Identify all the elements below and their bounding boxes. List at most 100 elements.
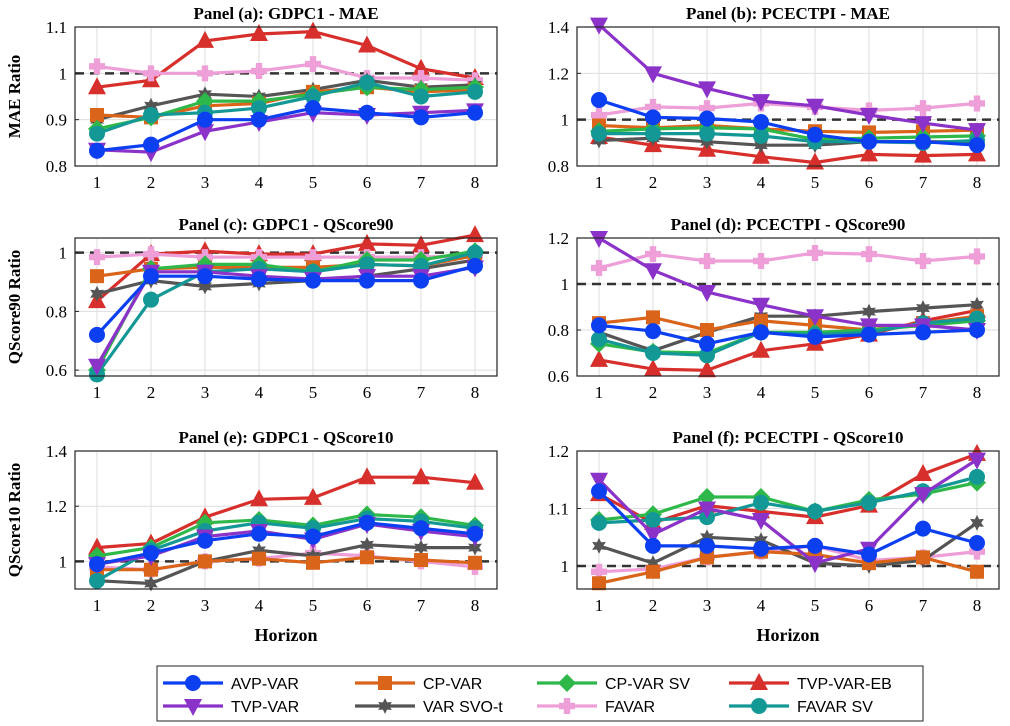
x-tick-label: 3	[201, 173, 210, 192]
marker-favar	[591, 563, 607, 580]
marker-avp-var	[305, 272, 321, 289]
legend: AVP-VAR CP-VAR CP-VAR SV TVP-VAR-EB TVP-VAR V…	[156, 665, 924, 722]
marker-favar-sv	[969, 468, 985, 485]
marker-avp-var	[861, 326, 877, 343]
marker-favar-sv	[645, 125, 661, 142]
marker-favar-sv	[591, 331, 607, 348]
marker-favar-sv	[645, 512, 661, 528]
y-tick-label: 1.2	[548, 442, 569, 461]
series-line-cp-var-sv	[598, 481, 978, 522]
marker-tvp-var	[644, 263, 662, 281]
marker-cp-var	[468, 555, 482, 570]
marker-tvp-var	[752, 513, 770, 530]
series-line-avp-var	[96, 521, 476, 566]
series-avp-var	[89, 100, 483, 159]
marker-cp-var	[414, 553, 428, 568]
marker-avp-var	[915, 520, 931, 537]
series-line-tvp-var	[597, 23, 978, 132]
x-tick-label: 6	[363, 383, 372, 402]
marker-favar	[305, 56, 321, 73]
x-tick-label: 1	[595, 383, 604, 402]
marker-favar	[89, 249, 105, 266]
legend-marker	[184, 699, 202, 716]
x-tick-label: 1	[93, 596, 102, 615]
legend-label: AVP-VAR	[231, 676, 299, 693]
marker-avp-var	[753, 324, 769, 341]
y-tick-label: 1.1	[46, 18, 67, 37]
panel-d: Panel (d): PCECTPI - QScore90 0.6 0.8 1 1.2 1…	[548, 215, 1000, 402]
y-tick-label: 0.8	[548, 321, 569, 340]
marker-cp-var	[360, 550, 374, 565]
y-axis-label: QScore10 Ratio	[5, 463, 24, 577]
series-tvp-var	[590, 17, 986, 141]
marker-tvp-var	[196, 124, 214, 142]
panel-b: Panel (b): PCECTPI - MAE 0.8 1 1.2 1.4 1 2 3 4 5 6…	[548, 4, 1000, 192]
y-tick-label: 1.4	[46, 442, 68, 461]
marker-var-svo-t	[754, 137, 768, 154]
y-tick-label: 1.2	[548, 229, 569, 248]
series-avp-var	[89, 257, 483, 343]
x-axis-label-right: Horizon	[757, 625, 820, 645]
panels-group: Panel (a): GDPC1 - MAE 0.8 0.9 1 1.1 1 2 3 4 5 6 7 8…	[5, 4, 1000, 615]
legend-label: TVP-VAR	[231, 699, 299, 716]
marker-favar	[645, 98, 661, 115]
legend-marker	[378, 676, 392, 690]
x-tick-label: 5	[811, 596, 820, 615]
marker-tvp-var-eb	[752, 146, 770, 164]
x-tick-label: 4	[757, 596, 766, 615]
series-favar-sv	[591, 468, 985, 531]
marker-avp-var	[359, 104, 375, 121]
marker-tvp-var-eb	[304, 487, 322, 505]
series-avp-var	[591, 317, 985, 352]
series-line-cp-var-sv	[95, 249, 476, 371]
marker-cp-var	[646, 310, 660, 325]
marker-favar-sv	[645, 345, 661, 361]
marker-tvp-var-eb	[304, 21, 322, 39]
marker-avp-var	[699, 335, 715, 352]
legend-box	[156, 665, 924, 722]
marker-favar-sv	[591, 514, 607, 531]
series-line-tvp-var	[95, 265, 476, 367]
panel-c: Panel (c): GDPC1 - QScore90 0.6 0.8 1 1 2 3 4 5 6…	[5, 215, 498, 402]
series-line-var-svo-t	[598, 303, 978, 353]
y-tick-label: 1	[59, 552, 68, 571]
marker-favar-sv	[143, 291, 159, 308]
marker-avp-var	[699, 110, 715, 127]
x-tick-label: 3	[703, 173, 712, 192]
marker-tvp-var-eb	[88, 77, 106, 95]
x-tick-label: 5	[811, 173, 820, 192]
x-tick-label: 6	[363, 596, 372, 615]
series-group	[590, 443, 986, 591]
marker-avp-var	[413, 520, 429, 537]
marker-var-svo-t	[700, 529, 714, 546]
marker-favar-sv	[413, 88, 429, 105]
x-tick-label: 3	[703, 596, 712, 615]
y-tick-label: 1	[561, 557, 570, 576]
x-tick-label: 8	[471, 383, 480, 402]
marker-cp-var	[90, 108, 104, 123]
marker-avp-var	[969, 137, 985, 154]
marker-tvp-var	[914, 116, 932, 134]
y-tick-label: 1	[59, 64, 68, 83]
panel-a: Panel (a): GDPC1 - MAE 0.8 0.9 1 1.1 1 2 3 4 5 6 7 8…	[5, 4, 498, 192]
marker-tvp-var	[698, 81, 716, 99]
marker-tvp-var-eb	[698, 360, 716, 378]
x-tick-label: 1	[93, 383, 102, 402]
x-tick-label: 1	[93, 173, 102, 192]
marker-favar	[915, 253, 931, 269]
marker-tvp-var-eb	[466, 472, 484, 490]
series-line-tvp-var-eb	[96, 475, 476, 550]
marker-tvp-var	[968, 123, 986, 141]
x-tick-label: 4	[255, 383, 264, 402]
y-tick-label: 1.4	[548, 18, 570, 37]
marker-favar-sv	[359, 74, 375, 91]
marker-favar	[969, 543, 985, 560]
x-tick-label: 6	[363, 173, 372, 192]
series-group	[88, 21, 484, 163]
marker-favar-sv	[861, 494, 877, 511]
legend-label: CP-VAR SV	[605, 676, 690, 693]
marker-var-svo-t	[970, 514, 984, 531]
marker-favar	[807, 244, 823, 261]
series-line-cp-var	[97, 555, 476, 572]
series-avp-var	[89, 514, 483, 573]
